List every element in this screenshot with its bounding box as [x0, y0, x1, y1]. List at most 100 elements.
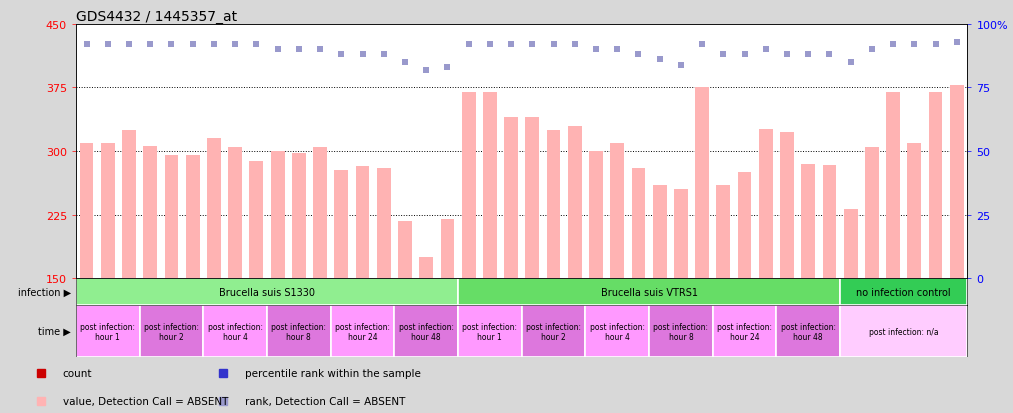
Bar: [590, 152, 603, 279]
Bar: [267, 306, 330, 357]
Text: Brucella suis VTRS1: Brucella suis VTRS1: [601, 287, 698, 297]
Bar: [713, 306, 776, 357]
Point: [673, 62, 689, 69]
Point: [78, 42, 94, 48]
Bar: [356, 167, 370, 279]
Point: [928, 42, 944, 48]
Point: [206, 42, 222, 48]
Point: [885, 42, 902, 48]
Point: [758, 47, 774, 54]
Bar: [458, 306, 522, 357]
Bar: [164, 156, 178, 279]
Point: [269, 47, 286, 54]
Bar: [398, 221, 412, 279]
Bar: [780, 132, 794, 279]
Point: [312, 47, 328, 54]
Point: [121, 42, 137, 48]
Point: [397, 59, 413, 66]
Point: [461, 42, 477, 48]
Point: [482, 42, 498, 48]
Bar: [929, 93, 942, 279]
Point: [142, 42, 158, 48]
Point: [291, 47, 307, 54]
Bar: [801, 164, 815, 279]
Text: GDS4432 / 1445357_at: GDS4432 / 1445357_at: [76, 10, 237, 24]
Bar: [522, 306, 586, 357]
Bar: [76, 306, 140, 357]
Bar: [123, 131, 136, 279]
Bar: [419, 258, 434, 279]
Text: post infection:
hour 1: post infection: hour 1: [80, 322, 136, 341]
Point: [694, 42, 710, 48]
Text: post infection:
hour 1: post infection: hour 1: [462, 322, 518, 341]
Point: [630, 52, 646, 59]
Bar: [695, 88, 709, 279]
Text: post infection: n/a: post infection: n/a: [869, 327, 939, 336]
Bar: [80, 143, 93, 279]
Point: [376, 52, 392, 59]
Text: post infection:
hour 2: post infection: hour 2: [144, 322, 199, 341]
Bar: [840, 279, 967, 306]
Point: [822, 52, 838, 59]
Bar: [207, 138, 221, 279]
Bar: [586, 306, 649, 357]
Point: [843, 59, 859, 66]
Bar: [394, 306, 458, 357]
Bar: [270, 152, 285, 279]
Point: [566, 42, 582, 48]
Bar: [185, 155, 200, 279]
Bar: [140, 306, 204, 357]
Point: [779, 52, 795, 59]
Text: post infection:
hour 8: post infection: hour 8: [653, 322, 708, 341]
Bar: [458, 279, 840, 306]
Bar: [292, 154, 306, 279]
Point: [418, 67, 435, 74]
Point: [907, 42, 923, 48]
Point: [715, 52, 731, 59]
Text: rank, Detection Call = ABSENT: rank, Detection Call = ABSENT: [245, 396, 405, 406]
Bar: [504, 118, 518, 279]
Bar: [610, 143, 624, 279]
Bar: [526, 118, 539, 279]
Text: post infection:
hour 24: post infection: hour 24: [717, 322, 772, 341]
Point: [503, 42, 520, 48]
Point: [333, 52, 349, 59]
Bar: [631, 169, 645, 279]
Bar: [249, 162, 263, 279]
Bar: [441, 220, 454, 279]
Point: [651, 57, 668, 64]
Point: [588, 47, 604, 54]
Bar: [844, 209, 858, 279]
Bar: [737, 173, 752, 279]
Bar: [204, 306, 267, 357]
Bar: [101, 143, 114, 279]
Point: [864, 47, 880, 54]
Point: [440, 65, 456, 71]
Text: post infection:
hour 48: post infection: hour 48: [399, 322, 454, 341]
Bar: [823, 165, 837, 279]
Bar: [228, 147, 242, 279]
Bar: [483, 93, 496, 279]
Bar: [950, 86, 963, 279]
Bar: [568, 126, 581, 279]
Bar: [462, 93, 475, 279]
Point: [545, 42, 561, 48]
Text: post infection:
hour 8: post infection: hour 8: [271, 322, 326, 341]
Bar: [334, 171, 348, 279]
Point: [949, 39, 965, 46]
Point: [355, 52, 371, 59]
Text: infection ▶: infection ▶: [18, 287, 71, 297]
Point: [524, 42, 540, 48]
Point: [227, 42, 243, 48]
Bar: [144, 147, 157, 279]
Text: post infection:
hour 48: post infection: hour 48: [781, 322, 836, 341]
Point: [736, 52, 753, 59]
Text: no infection control: no infection control: [856, 287, 951, 297]
Bar: [313, 147, 327, 279]
Text: time ▶: time ▶: [38, 326, 71, 337]
Text: percentile rank within the sample: percentile rank within the sample: [245, 368, 421, 378]
Bar: [776, 306, 840, 357]
Text: Brucella suis S1330: Brucella suis S1330: [219, 287, 315, 297]
Text: post infection:
hour 4: post infection: hour 4: [590, 322, 644, 341]
Bar: [716, 186, 730, 279]
